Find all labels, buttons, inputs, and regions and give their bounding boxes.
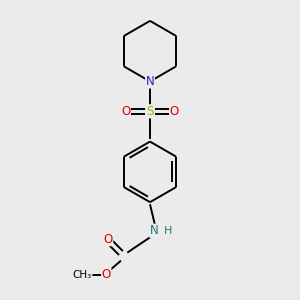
Text: O: O — [102, 268, 111, 281]
Text: O: O — [103, 233, 112, 246]
Text: CH₃: CH₃ — [73, 269, 92, 280]
Text: N: N — [150, 224, 159, 237]
Text: S: S — [146, 105, 154, 118]
Text: O: O — [121, 105, 130, 118]
Text: H: H — [164, 226, 172, 236]
Text: N: N — [146, 75, 154, 88]
Text: O: O — [170, 105, 179, 118]
